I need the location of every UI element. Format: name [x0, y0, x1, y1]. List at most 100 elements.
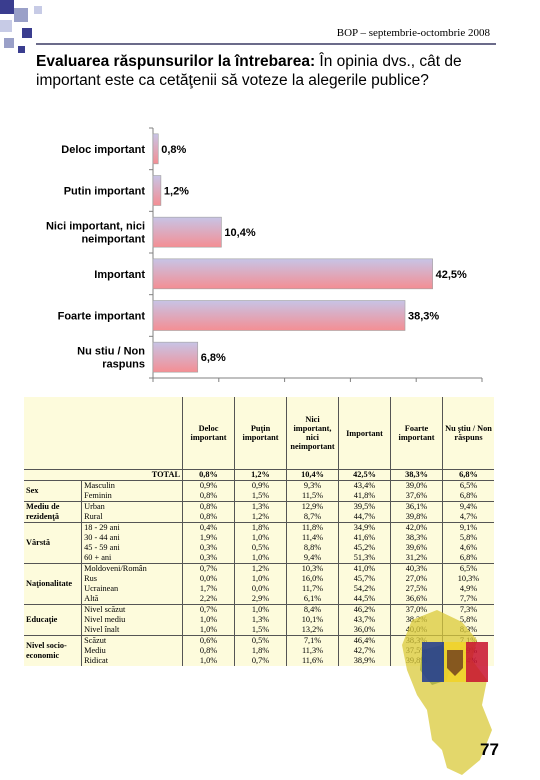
- category-label: Nici important, nici: [46, 221, 145, 233]
- table-cell: 0,9%: [234, 480, 287, 491]
- table-cell: 4,6%: [442, 543, 494, 553]
- table-cell: 1,0%: [182, 615, 235, 625]
- table-cell: 6,5%: [442, 480, 494, 491]
- table-cell: 11,3%: [286, 646, 339, 656]
- table-row: Rural 0,8% 1,2% 8,7% 44,7% 39,8% 4,7%: [24, 512, 494, 523]
- table-cell: 51,3%: [338, 553, 391, 564]
- title-question: În opinia dvs., cât de important este ca…: [36, 53, 462, 89]
- table-cell: 42,7%: [338, 646, 391, 656]
- table-cell: 0,8%: [182, 512, 235, 523]
- table-cell: 5,8%: [442, 533, 494, 543]
- column-header: Important: [338, 397, 391, 470]
- table-cell: 39,8%: [390, 512, 443, 523]
- table-row: Altă 2,2% 2,9% 6,1% 44,5% 36,6% 7,7%: [24, 594, 494, 605]
- header-blank: [24, 397, 183, 470]
- table-row: Vârstă 18 - 29 ani 0,4% 1,8% 11,8% 34,9% 42,0%…: [24, 522, 494, 564]
- table-cell: 7,3%: [442, 604, 494, 615]
- slide-title: Evaluarea răspunsurilor la întrebarea: Î…: [36, 52, 506, 90]
- table-cell: 4,7%: [442, 512, 494, 523]
- corner-square-2: [14, 8, 28, 22]
- category-label: neimportant: [81, 234, 145, 246]
- survey-source: BOP – septembrie-octombrie 2008: [336, 27, 490, 39]
- table-cell: 0,5%: [234, 543, 287, 553]
- group-label: Educaţie: [24, 604, 83, 636]
- table-cell: 0,3%: [182, 553, 235, 564]
- group-label: Nivel socio-economic: [24, 635, 83, 666]
- table-cell: 11,5%: [286, 491, 339, 502]
- table-cell: 31,2%: [390, 553, 443, 564]
- group-label: Naţionalitate: [24, 563, 83, 605]
- table-cell: 8,8%: [286, 543, 339, 553]
- table-cell: 39,5%: [338, 501, 391, 512]
- row-label: 18 - 29 ani: [81, 522, 183, 533]
- table-cell: 10,3%: [442, 574, 494, 584]
- table-cell: 7,7%: [442, 594, 494, 605]
- corner-square-7: [18, 46, 25, 53]
- table-cell: 2,9%: [234, 594, 287, 605]
- moldova-map-watermark: [402, 610, 492, 775]
- table-cell: 9,1%: [442, 522, 494, 533]
- row-label: Nivel mediu: [81, 615, 183, 625]
- category-label: raspuns: [102, 359, 145, 371]
- row-label: 60 + ani: [81, 553, 183, 564]
- row-label: Moldoveni/Român: [81, 563, 183, 574]
- table-cell: 0,0%: [182, 574, 235, 584]
- category-label: Putin important: [64, 186, 146, 198]
- table-cell: 1,0%: [182, 656, 235, 666]
- table-cell: 0,3%: [182, 543, 235, 553]
- value-label: 0,8%: [161, 144, 186, 156]
- total-label: TOTAL: [24, 469, 183, 481]
- table-cell: 44,7%: [338, 512, 391, 523]
- total-cell: 6,8%: [442, 469, 494, 481]
- category-label: Foarte important: [58, 311, 146, 323]
- table-row: Naţionalitate Moldoveni/Român 0,7% 1,2% 10,3…: [24, 563, 494, 605]
- table-cell: 12,9%: [286, 501, 339, 512]
- corner-square-3: [0, 20, 12, 32]
- table-cell: 37,0%: [390, 604, 443, 615]
- table-cell: 11,4%: [286, 533, 339, 543]
- row-label: Nivel înalt: [81, 625, 183, 636]
- table-row: 45 - 59 ani 0,3% 0,5% 8,8% 45,2% 39,6% 4,6%: [24, 543, 494, 553]
- table-cell: 36,1%: [390, 501, 443, 512]
- table-cell: 44,5%: [338, 594, 391, 605]
- value-label: 38,3%: [408, 311, 439, 323]
- row-label: Rus: [81, 574, 183, 584]
- table-cell: 1,0%: [182, 625, 235, 636]
- table-cell: 10,3%: [286, 563, 339, 574]
- table-row: Feminin 0,8% 1,5% 11,5% 41,8% 37,6% 6,8%: [24, 491, 494, 502]
- corner-square-5: [4, 38, 14, 48]
- table-cell: 27,5%: [390, 584, 443, 594]
- column-header: Nu ştiu / Non răspuns: [442, 397, 494, 470]
- row-label: Feminin: [81, 491, 183, 502]
- table-cell: 11,8%: [286, 522, 339, 533]
- table-cell: 9,4%: [286, 553, 339, 564]
- table-cell: 27,0%: [390, 574, 443, 584]
- corner-square-4: [22, 28, 32, 38]
- category-label: Nu stiu / Non: [77, 346, 145, 358]
- bar: [152, 133, 159, 165]
- table-cell: 2,2%: [182, 594, 235, 605]
- total-cell: 42,5%: [338, 469, 391, 481]
- table-cell: 6,8%: [442, 491, 494, 502]
- row-label: Ucrainean: [81, 584, 183, 594]
- row-label: Scăzut: [81, 635, 183, 646]
- value-label: 6,8%: [201, 352, 226, 364]
- category-label: Important: [94, 269, 145, 281]
- table-cell: 1,7%: [182, 584, 235, 594]
- table-cell: 1,5%: [234, 491, 287, 502]
- table-cell: 45,2%: [338, 543, 391, 553]
- group-label: Mediu de rezidenţă: [24, 501, 83, 523]
- total-cell: 1,2%: [234, 469, 287, 481]
- column-header: Puţin important: [234, 397, 287, 470]
- table-cell: 1,2%: [234, 563, 287, 574]
- table-cell: 1,2%: [234, 512, 287, 523]
- table-cell: 41,6%: [338, 533, 391, 543]
- row-label: Mediu: [81, 646, 183, 656]
- table-cell: 43,4%: [338, 480, 391, 491]
- total-cell: 38,3%: [390, 469, 443, 481]
- table-cell: 1,9%: [182, 533, 235, 543]
- value-label: 1,2%: [164, 186, 189, 198]
- table-cell: 11,7%: [286, 584, 339, 594]
- table-cell: 40,3%: [390, 563, 443, 574]
- table-row: 30 - 44 ani 1,9% 1,0% 11,4% 41,6% 38,3% 5,8%: [24, 533, 494, 543]
